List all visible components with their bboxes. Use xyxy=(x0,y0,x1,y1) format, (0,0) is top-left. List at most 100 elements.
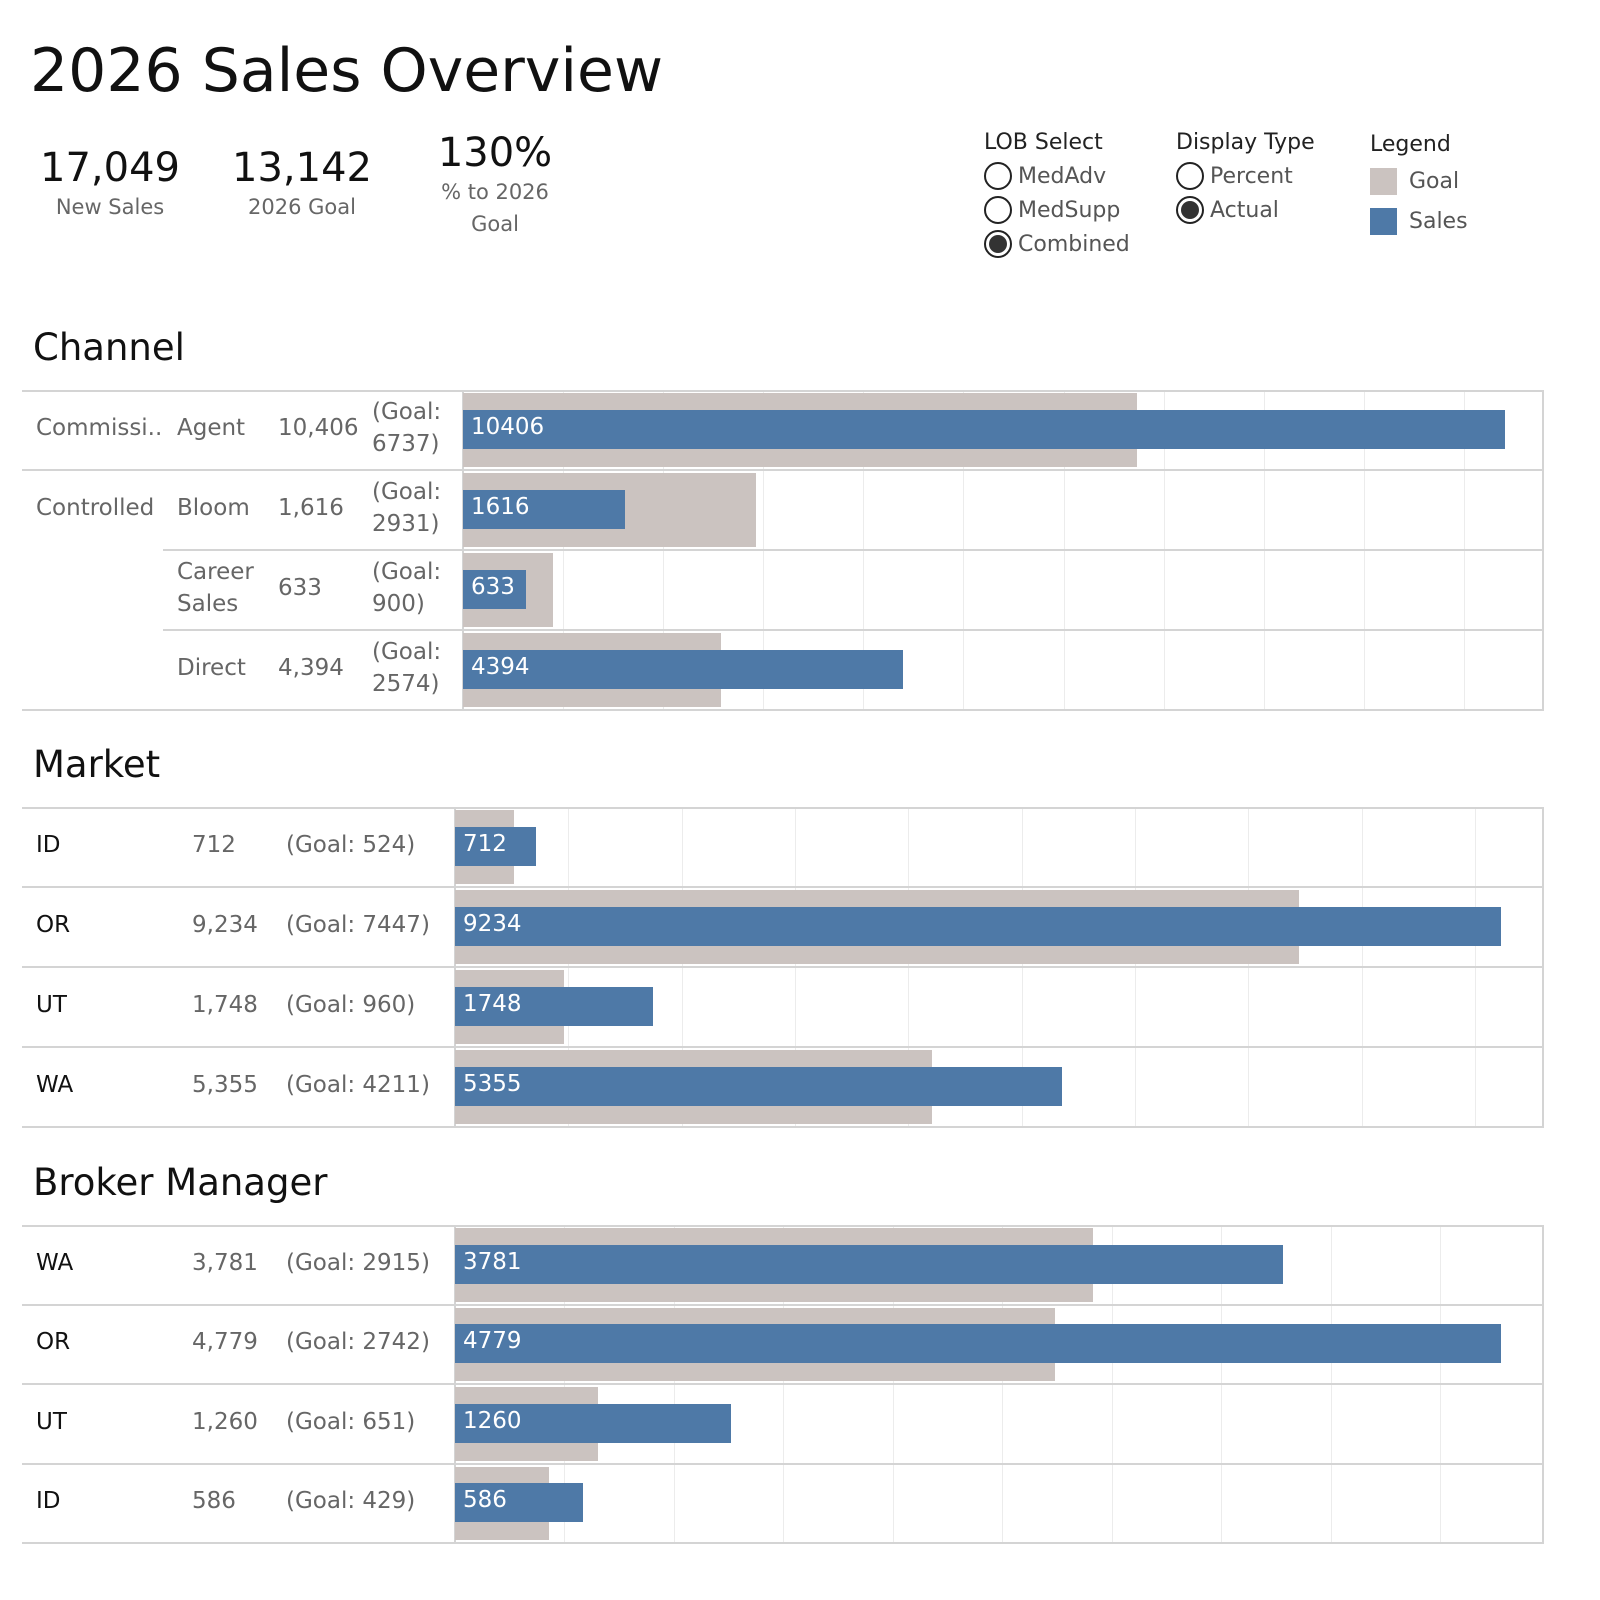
kpi-value: 130% xyxy=(437,130,553,176)
sales-bar-label: 4394 xyxy=(471,654,530,680)
dashboard-title: 2026 Sales Overview xyxy=(30,36,664,106)
sales-bar xyxy=(455,1067,1062,1106)
table-row: WA 3,781 (Goal: 2915) 3781 xyxy=(22,1225,1544,1305)
display-option-actual[interactable]: Actual xyxy=(1176,193,1315,227)
row-value: 586 xyxy=(192,1488,236,1515)
row-divider xyxy=(163,629,1544,631)
sales-bar-label: 5355 xyxy=(463,1071,522,1097)
row-value: 4,394 xyxy=(278,655,344,681)
row-category-label: Direct xyxy=(177,655,246,681)
panel-top-border xyxy=(22,390,1544,392)
sales-bar xyxy=(463,650,903,689)
row-category-label: Agent xyxy=(177,415,246,441)
radio-icon[interactable] xyxy=(984,196,1012,224)
legend-heading: Legend xyxy=(1370,132,1451,157)
legend-item-sales: Sales xyxy=(1370,201,1468,241)
row-divider xyxy=(22,1126,1544,1128)
radio-icon[interactable] xyxy=(984,162,1012,190)
kpi-label: 2026 Goal xyxy=(248,195,356,219)
row-value: 633 xyxy=(278,575,322,601)
legend-label: Goal xyxy=(1409,168,1460,194)
option-label: Actual xyxy=(1210,197,1279,223)
row-goal-text: (Goal: 429) xyxy=(286,1488,416,1515)
row-value: 9,234 xyxy=(192,912,258,938)
row-divider xyxy=(22,1303,1544,1306)
sales-bar-label: 586 xyxy=(463,1487,507,1514)
row-goal-text: (Goal: 960) xyxy=(286,992,416,1018)
kpi-goal: 13,142 2026 Goal xyxy=(222,145,382,223)
table-row: OR 9,234 (Goal: 7447) 9234 xyxy=(22,887,1544,967)
row-category-label: OR xyxy=(36,1329,71,1356)
display-option-percent[interactable]: Percent xyxy=(1176,159,1315,193)
sales-bar-label: 3781 xyxy=(463,1248,522,1275)
market-section-title: Market xyxy=(33,743,161,786)
panel-top-border xyxy=(22,1225,1544,1227)
sales-bar xyxy=(455,827,536,866)
sales-bar-label: 633 xyxy=(471,574,515,600)
channel-section-title: Channel xyxy=(33,326,185,369)
row-category-label: UT xyxy=(36,992,67,1018)
broker-manager-section-title: Broker Manager xyxy=(33,1161,328,1204)
sales-bar-label: 10406 xyxy=(471,414,545,440)
row-category-label: Bloom xyxy=(177,495,250,521)
kpi-label: New Sales xyxy=(55,195,165,219)
lob-option-medadv[interactable]: MedAdv xyxy=(984,159,1130,193)
row-divider xyxy=(22,966,1544,968)
row-value: 1,748 xyxy=(192,992,258,1018)
lob-select: LOB Select MedAdv MedSupp Combined xyxy=(984,130,1130,261)
radio-selected-icon[interactable] xyxy=(984,230,1012,258)
market-chart: ID 712 (Goal: 524) 712 OR 9,234 (Goal: 7447) 92… xyxy=(22,807,1544,1128)
table-row: OR 4,779 (Goal: 2742) 4779 xyxy=(22,1305,1544,1385)
display-type-select: Display Type Percent Actual xyxy=(1176,130,1315,227)
legend-swatch xyxy=(1370,207,1397,235)
table-row: ID 586 (Goal: 429) 586 xyxy=(22,1464,1544,1544)
table-row: Commissi.. Agent 10,406 (Goal: 6737) 10406 xyxy=(22,390,1544,470)
row-value: 1,616 xyxy=(278,495,344,521)
row-goal-text: (Goal: 4211) xyxy=(286,1072,430,1098)
kpi-percent-to-goal: 130% % to 2026 Goal xyxy=(425,130,565,240)
lob-option-combined[interactable]: Combined xyxy=(984,227,1130,261)
legend-swatch xyxy=(1370,167,1397,195)
legend: Legend Goal Sales xyxy=(1370,132,1468,241)
legend-item-goal: Goal xyxy=(1370,161,1468,201)
row-category-label: WA xyxy=(36,1072,74,1098)
row-divider xyxy=(22,1383,1544,1385)
row-goal-text: (Goal: 2931) xyxy=(372,479,442,537)
row-goal-text: (Goal: 2742) xyxy=(286,1329,430,1356)
row-divider xyxy=(22,469,1544,471)
sales-bar-label: 9234 xyxy=(463,911,522,937)
option-label: Combined xyxy=(1018,231,1130,257)
legend-label: Sales xyxy=(1409,208,1468,234)
row-goal-text: (Goal: 7447) xyxy=(286,912,430,938)
row-goal-text: (Goal: 2574) xyxy=(372,639,442,697)
row-value: 1,260 xyxy=(192,1408,258,1435)
sales-bar xyxy=(463,490,625,529)
row-goal-text: (Goal: 900) xyxy=(372,559,442,617)
lob-option-medsupp[interactable]: MedSupp xyxy=(984,193,1130,227)
option-label: Percent xyxy=(1210,163,1293,189)
row-category-label: Career Sales xyxy=(177,559,254,617)
row-category-label: ID xyxy=(36,832,61,858)
row-divider xyxy=(22,709,1544,711)
radio-icon[interactable] xyxy=(1176,162,1204,190)
row-category-label: WA xyxy=(36,1249,74,1276)
sales-bar-label: 712 xyxy=(463,831,507,857)
radio-selected-icon[interactable] xyxy=(1176,196,1204,224)
sales-bar-label: 1260 xyxy=(463,1407,522,1434)
sales-bar xyxy=(455,1483,584,1523)
row-goal-text: (Goal: 651) xyxy=(286,1408,416,1435)
sales-bar xyxy=(463,410,1505,449)
sales-bar-label: 1748 xyxy=(463,991,522,1017)
row-value: 5,355 xyxy=(192,1072,258,1098)
table-row: ID 712 (Goal: 524) 712 xyxy=(22,807,1544,887)
row-divider xyxy=(22,886,1544,888)
option-label: MedSupp xyxy=(1018,197,1121,223)
display-type-heading: Display Type xyxy=(1176,130,1315,155)
kpi-value: 13,142 xyxy=(232,145,372,191)
row-value: 4,779 xyxy=(192,1329,258,1356)
sales-bar xyxy=(455,1403,731,1443)
sales-bar-label: 1616 xyxy=(471,494,530,520)
sales-bar xyxy=(463,570,527,609)
sales-bar-label: 4779 xyxy=(463,1328,522,1355)
channel-chart: Commissi.. Agent 10,406 (Goal: 6737) 10406 Co… xyxy=(22,390,1544,711)
